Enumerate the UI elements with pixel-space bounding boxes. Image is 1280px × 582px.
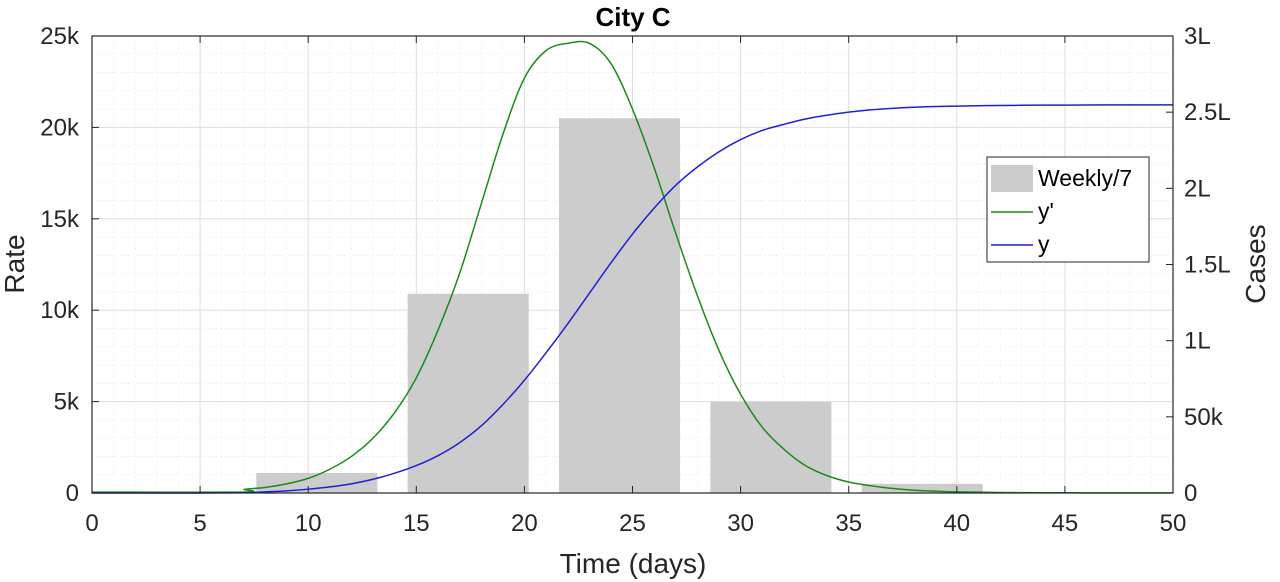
legend: Weekly/7 y' y bbox=[986, 156, 1150, 263]
bar-weekly bbox=[256, 472, 378, 493]
y-ticks-left: 0 5k 10k 15k 20k 25k bbox=[40, 23, 99, 507]
y-tick-label-right: 1L bbox=[1184, 328, 1211, 355]
x-tick-label: 5 bbox=[193, 510, 206, 537]
legend-label-weekly: Weekly/7 bbox=[1038, 165, 1132, 191]
x-tick-label: 45 bbox=[1052, 510, 1079, 537]
y-tick-label-left: 20k bbox=[40, 114, 80, 141]
y-tick-label-left: 5k bbox=[54, 389, 80, 416]
legend-label-y: y bbox=[1038, 231, 1050, 257]
x-tick-label: 15 bbox=[403, 510, 430, 537]
x-tick-label: 30 bbox=[727, 510, 754, 537]
y-tick-label-right: 2.5L bbox=[1184, 99, 1231, 126]
y-ticks-right: 0 50k 1L 1.5L 2L 2.5L 3L bbox=[1166, 23, 1231, 507]
legend-label-y-prime: y' bbox=[1038, 198, 1054, 224]
x-tick-label: 40 bbox=[943, 510, 970, 537]
series-line-y bbox=[91, 104, 1174, 494]
y-tick-label-right: 2L bbox=[1184, 175, 1211, 202]
x-ticks: 0 5 10 15 20 25 30 35 40 45 50 bbox=[85, 36, 1186, 537]
y-tick-label-left: 15k bbox=[40, 206, 80, 233]
bar-weekly bbox=[558, 118, 681, 493]
x-tick-label: 0 bbox=[85, 510, 98, 537]
y-tick-label-right: 0 bbox=[1184, 480, 1197, 507]
y-tick-label-left: 10k bbox=[40, 297, 80, 324]
y-tick-label-right: 1.5L bbox=[1184, 252, 1231, 279]
y-tick-label-right: 3L bbox=[1184, 23, 1211, 50]
bar-weekly bbox=[861, 483, 983, 493]
x-tick-label: 10 bbox=[295, 510, 322, 537]
x-tick-label: 25 bbox=[619, 510, 646, 537]
x-axis-label: Time (days) bbox=[560, 548, 707, 579]
y-tick-label-left: 25k bbox=[40, 23, 80, 50]
y-tick-label-left: 0 bbox=[66, 480, 79, 507]
chart-title: City C bbox=[595, 2, 670, 32]
y-axis-label-left: Rate bbox=[0, 234, 30, 293]
y-tick-label-right: 50k bbox=[1184, 404, 1224, 431]
x-tick-label: 35 bbox=[835, 510, 862, 537]
bar-weekly bbox=[710, 401, 832, 493]
series-line-y-prime bbox=[91, 40, 1174, 494]
legend-swatch-weekly bbox=[991, 165, 1033, 192]
bar-weekly bbox=[407, 293, 529, 493]
x-tick-label: 20 bbox=[511, 510, 538, 537]
y-axis-label-right: Cases bbox=[1240, 224, 1271, 303]
x-tick-label: 50 bbox=[1160, 510, 1187, 537]
bars bbox=[256, 118, 983, 493]
lines bbox=[91, 40, 1174, 494]
